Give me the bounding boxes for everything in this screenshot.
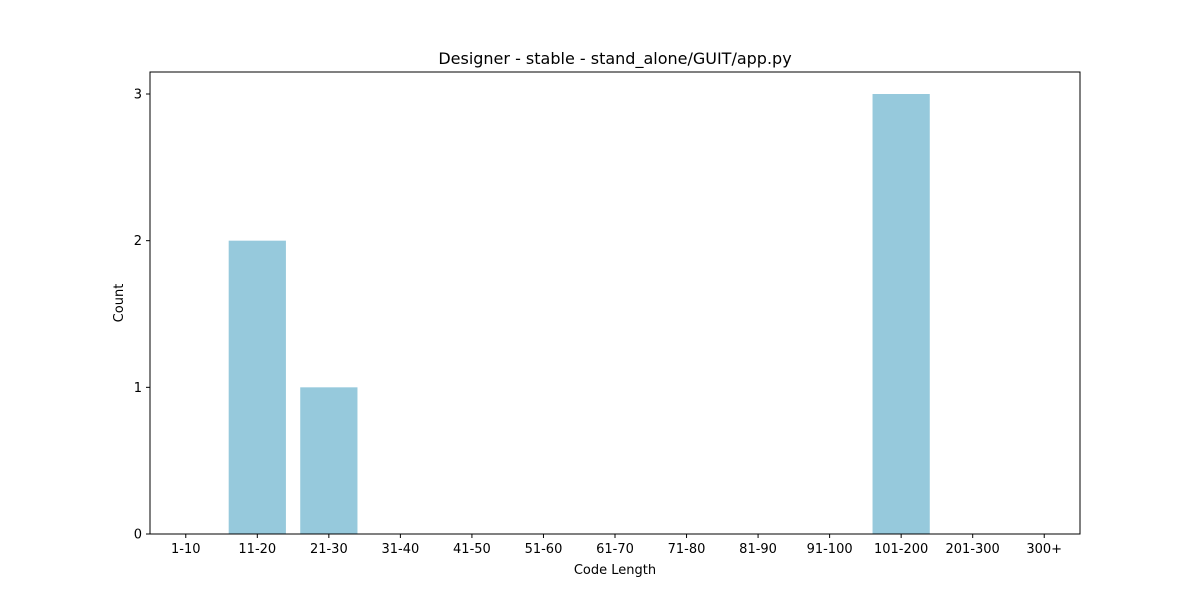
x-tick-label: 201-300 xyxy=(946,542,1000,557)
y-axis-label: Count xyxy=(112,284,127,323)
bar-101-200 xyxy=(872,94,930,534)
y-tick-label: 0 xyxy=(134,528,142,543)
y-tick-label: 2 xyxy=(134,234,142,249)
x-tick-label: 11-20 xyxy=(238,542,276,557)
x-tick-label: 31-40 xyxy=(381,542,419,557)
x-tick-label: 300+ xyxy=(1026,542,1062,557)
chart-title: Designer - stable - stand_alone/GUIT/app… xyxy=(438,49,791,69)
x-tick-label: 51-60 xyxy=(525,542,563,557)
x-tick-label: 21-30 xyxy=(310,542,348,557)
bar-21-30 xyxy=(300,387,358,534)
x-tick-label: 71-80 xyxy=(668,542,706,557)
bars-layer xyxy=(228,94,930,535)
x-tick-label: 1-10 xyxy=(171,542,201,557)
x-tick-label: 61-70 xyxy=(596,542,634,557)
x-axis-ticks: 1-10 11-20 21-30 31-40 41-50 51-60 61-70 71-80 8… xyxy=(171,534,1062,557)
y-axis-ticks: 0 1 2 3 xyxy=(134,88,150,543)
x-tick-label: 41-50 xyxy=(453,542,491,557)
plot-frame xyxy=(149,71,1081,535)
x-tick-label: 101-200 xyxy=(874,542,928,557)
bar-11-20 xyxy=(228,240,286,535)
y-tick-label: 1 xyxy=(134,381,142,396)
x-axis-label: Code Length xyxy=(574,563,656,578)
x-tick-label: 91-100 xyxy=(807,542,853,557)
y-tick-label: 3 xyxy=(134,88,142,103)
x-tick-label: 81-90 xyxy=(739,542,777,557)
